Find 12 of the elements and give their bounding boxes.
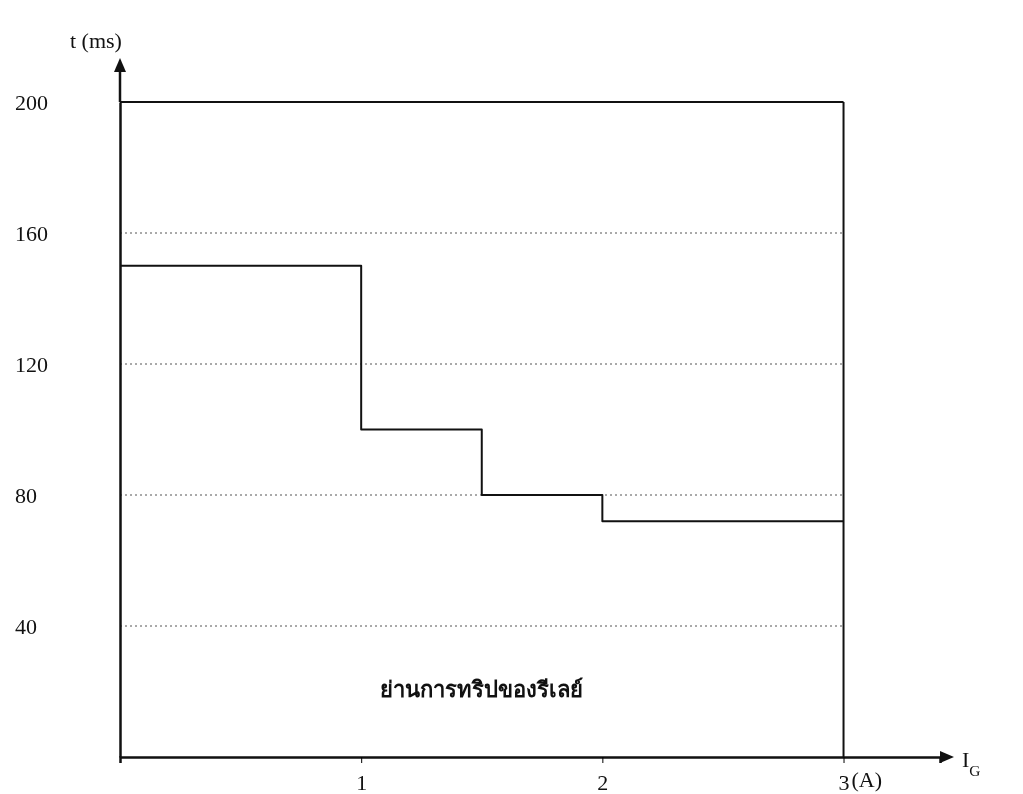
annotation: ย่านการทริปของรีเลย์ (380, 677, 584, 702)
x-axis-title: I$_{G}$ (962, 747, 981, 779)
x-tick-label: 3 (838, 770, 850, 794)
y-tick-label: 160 (15, 220, 48, 246)
y-axis-title: t (ms) (70, 28, 122, 53)
y-tick-label: 120 (15, 351, 48, 377)
y-tick-label: 80 (15, 482, 37, 508)
text: (A) (851, 767, 883, 792)
y-tick-label: 40 (15, 613, 37, 639)
y-tick-label: 200 (15, 89, 48, 115)
x-tick-label: 1 (356, 770, 368, 794)
x-tick-label: 2 (597, 770, 609, 794)
